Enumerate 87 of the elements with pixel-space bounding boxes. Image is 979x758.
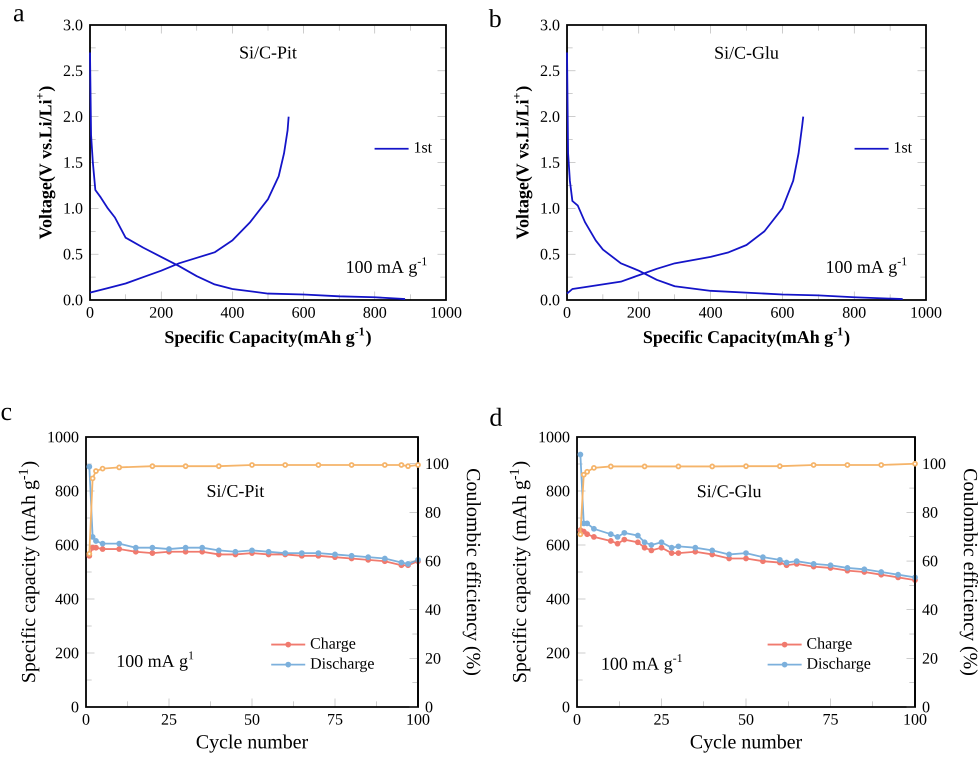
legend-label: Discharge <box>310 658 374 672</box>
y-tick-label: 0.0 <box>540 294 560 306</box>
y2-tick-label: 20 <box>922 652 938 664</box>
y2-tick-label: 60 <box>922 556 938 566</box>
y-tick-label: 2.5 <box>540 65 560 76</box>
x-tick-label: 25 <box>654 714 669 725</box>
y-tick-label: 0.0 <box>64 294 82 306</box>
y-tick-label: 1000 <box>539 432 570 442</box>
y2-tick-label: 60 <box>426 556 440 566</box>
y-tick-label: 800 <box>546 486 570 496</box>
x-tick-label: 800 <box>842 307 866 318</box>
y-axis-title: Voltage(V vs.Li/Li$^{+}$) <box>514 86 532 240</box>
x-tick-label: 200 <box>150 307 173 318</box>
y-tick-label: 400 <box>55 594 78 604</box>
annotation: 100 mA g$^{1}$ <box>118 651 194 671</box>
y2-tick-label: 80 <box>426 507 440 518</box>
y-tick-label: 1000 <box>48 432 78 442</box>
chart-title: a <box>14 9 24 22</box>
y2-tick-label: 0 <box>426 702 432 712</box>
y-tick-label: 400 <box>546 594 570 604</box>
x-tick-label: 1000 <box>431 307 462 318</box>
x-axis-title: Specific Capacity(mAh g$^{-1}$) <box>644 327 850 347</box>
annotation: 100 mA g$^{-1}$ <box>347 257 427 277</box>
y-tick-label: 2.5 <box>64 65 82 76</box>
y2-tick-label: 40 <box>425 604 440 616</box>
legend-label: Charge <box>310 638 356 652</box>
y-tick-label: 800 <box>56 486 78 496</box>
y2-axis-title: Coulombic efficiency (%) <box>462 468 481 675</box>
legend-label: Discharge <box>806 658 870 672</box>
legend-label: 1st <box>414 142 432 153</box>
x-tick-label: 75 <box>824 714 838 725</box>
annotation: 100 mA g$^{-1}$ <box>827 257 906 277</box>
y2-tick-label: 40 <box>922 604 938 616</box>
y-tick-label: 600 <box>546 540 570 550</box>
y-tick-label: 2.0 <box>64 111 82 122</box>
annotation: Si/C-Pit <box>240 46 297 59</box>
y-tick-label: 200 <box>546 648 570 658</box>
x-tick-label: 600 <box>771 307 794 318</box>
x-tick-label: 800 <box>363 307 386 318</box>
x-tick-label: 600 <box>292 307 315 318</box>
y-tick-label: 200 <box>56 648 78 658</box>
y2-axis-title: Coulombic efficiency (%) <box>960 468 978 675</box>
y2-tick-label: 20 <box>426 652 440 664</box>
y-tick-label: 3.0 <box>64 20 82 30</box>
y-tick-label: 0 <box>72 702 78 712</box>
y2-tick-label: 100 <box>426 458 448 470</box>
y-tick-label: 0.5 <box>540 248 560 260</box>
y-tick-label: 600 <box>56 540 78 550</box>
x-tick-label: 100 <box>407 714 430 725</box>
x-tick-label: 100 <box>904 714 926 725</box>
x-axis-title: Cycle number <box>196 734 308 753</box>
annotation: 100 mA g$^{-1}$ <box>602 654 682 674</box>
x-tick-label: 400 <box>698 307 722 318</box>
y-axis-title: Voltage(V vs.Li/Li$^{+}$) <box>37 86 56 240</box>
chart-title: b <box>488 9 501 28</box>
y2-tick-label: 0 <box>922 702 930 712</box>
annotation: Si/C-Pit <box>208 484 264 498</box>
annotation: Si/C-Glu <box>715 46 779 59</box>
chart-title: c <box>2 408 12 420</box>
x-axis-title: Specific Capacity(mAh g$^{-1}$) <box>165 327 371 347</box>
y-tick-label: 2.0 <box>540 111 560 122</box>
x-tick-label: 50 <box>244 714 260 725</box>
x-tick-label: 25 <box>162 714 176 725</box>
x-tick-label: 200 <box>628 307 650 318</box>
y-tick-label: 1.0 <box>64 202 82 214</box>
y-tick-label: 1.5 <box>541 157 560 168</box>
y-tick-label: 0.5 <box>64 248 82 260</box>
x-tick-label: 0 <box>86 307 94 318</box>
x-tick-label: 0 <box>574 714 580 725</box>
x-axis-title: Cycle number <box>690 734 802 753</box>
annotation: Si/C-Glu <box>698 484 762 498</box>
y-axis-title: Specific capacity (mAh g$^{-1}$) <box>18 462 40 682</box>
y-tick-label: 0 <box>562 702 570 712</box>
x-tick-label: 1000 <box>911 307 942 318</box>
x-tick-label: 50 <box>738 714 754 725</box>
y-tick-label: 1.0 <box>541 202 560 214</box>
y-tick-label: 3.0 <box>540 20 560 30</box>
y-tick-label: 1.5 <box>64 157 82 168</box>
y-axis-title: Specific capacity (mAh g$^{-1}$) <box>510 462 530 682</box>
y2-tick-label: 100 <box>923 458 946 470</box>
x-tick-label: 0 <box>82 714 90 725</box>
chart-title: d <box>490 408 502 426</box>
x-tick-label: 75 <box>328 714 342 725</box>
y2-tick-label: 80 <box>922 507 938 518</box>
legend-label: Charge <box>807 638 852 652</box>
legend-label: 1st <box>894 142 912 153</box>
x-tick-label: 400 <box>220 307 244 318</box>
